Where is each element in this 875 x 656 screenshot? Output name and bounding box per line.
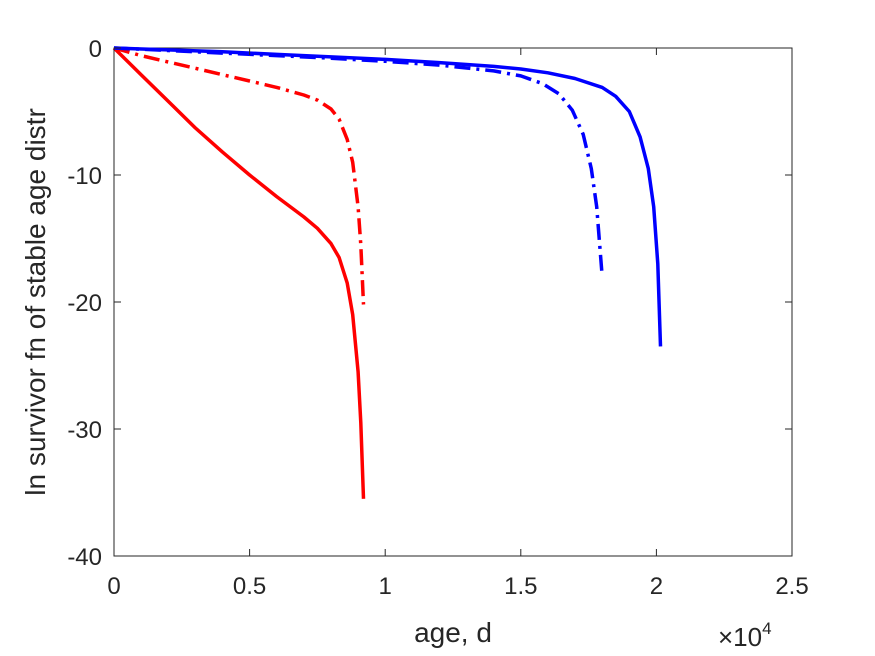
y-axis-label: ln survivor fn of stable age distr	[20, 108, 51, 496]
x-tick-label: 1.5	[504, 573, 537, 600]
y-tick-label: -20	[67, 290, 102, 317]
x-tick-label: 1	[379, 573, 392, 600]
y-tick-label: -10	[67, 163, 102, 190]
series-line-1-solid	[112, 46, 366, 499]
x-axis-multiplier: ×104	[718, 619, 772, 652]
y-tick-label: -40	[67, 544, 102, 571]
y-tick-label: 0	[89, 36, 102, 63]
y-tick-label: -30	[67, 417, 102, 444]
x-tick-label: 0.5	[233, 573, 266, 600]
x-axis-label: age, d	[414, 617, 492, 648]
series-line-2-dashdot	[113, 46, 366, 305]
x-tick-label: 2	[650, 573, 663, 600]
plot-area	[113, 47, 793, 557]
x-multiplier-exponent: 4	[762, 619, 771, 638]
ticks-layer: 0 0.5 1 1.5 2 2.5 -40 -30 -20 -10 0	[67, 36, 808, 600]
x-multiplier-base: ×10	[718, 622, 762, 652]
x-tick-label: 2.5	[775, 573, 808, 600]
x-tick-label: 0	[107, 573, 120, 600]
